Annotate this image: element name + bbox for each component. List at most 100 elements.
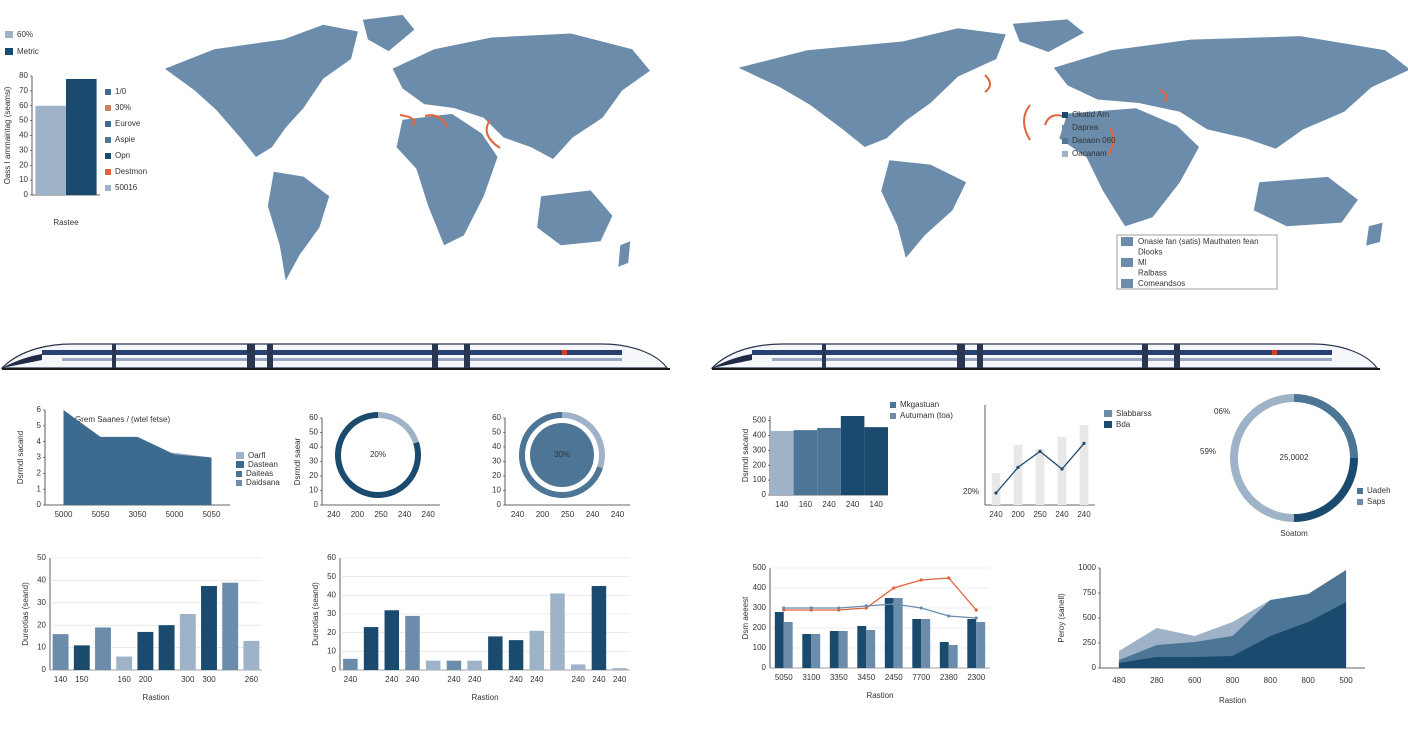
bar (52, 634, 69, 670)
bar (948, 645, 958, 668)
point (919, 606, 923, 610)
x-tick-label: 250 (374, 510, 388, 519)
y-tick-label: 40 (19, 131, 28, 140)
y-tick-label: 30 (37, 598, 46, 607)
y-tick-label: 20 (492, 471, 501, 480)
legend-swatch (890, 413, 896, 419)
bar (1057, 437, 1067, 505)
y-tick-label: 10 (492, 486, 501, 495)
x-tick-label: 800 (1302, 676, 1316, 685)
y-tick-label: 250 (1083, 638, 1097, 647)
point (892, 602, 896, 606)
y-tick-label: 60 (492, 413, 501, 422)
legend-label: Oacanam (1072, 149, 1107, 158)
x-tick-label: 500 (1339, 676, 1353, 685)
x-tick-label: 240 (611, 510, 625, 519)
x-tick-label: 280 (1150, 676, 1164, 685)
legend-label: Aspie (115, 135, 136, 144)
bar (991, 473, 1001, 505)
x-tick-label: 800 (1264, 676, 1278, 685)
y-tick-label: 10 (19, 175, 28, 184)
point (974, 608, 978, 612)
x-tick-label: 160 (799, 500, 813, 509)
x-axis-label: Rastee (53, 218, 79, 227)
x-tick-label: 5050 (203, 510, 221, 519)
y-tick-label: 10 (327, 646, 336, 655)
donut-segment (1293, 457, 1358, 522)
y-tick-label: 300 (753, 445, 767, 454)
y-tick-label: 0 (314, 500, 319, 509)
legend-swatch (5, 48, 13, 55)
legend-swatch (1062, 138, 1068, 144)
point (974, 616, 978, 620)
bar (405, 615, 420, 670)
bar (343, 658, 358, 670)
bar (770, 430, 794, 495)
y-tick-label: 20 (19, 160, 28, 169)
y-tick-label: 30 (327, 609, 336, 618)
x-tick-label: 240 (447, 675, 461, 684)
y-tick-label: 100 (753, 643, 767, 652)
x-tick-label: 5000 (55, 510, 73, 519)
legend-swatch (1121, 258, 1133, 267)
x-tick-label: 7700 (912, 673, 930, 682)
x-tick-label: 5050 (92, 510, 110, 519)
y-tick-label: 0 (497, 500, 502, 509)
legend-label: Daprea (1072, 123, 1099, 132)
x-tick-label: 240 (385, 675, 399, 684)
y-tick-label: 50 (37, 553, 46, 562)
x-tick-label: 3450 (857, 673, 875, 682)
train-left (1, 343, 671, 371)
y-tick-label: 50 (309, 428, 318, 437)
x-tick-label: 240 (822, 500, 836, 509)
bar (550, 593, 565, 670)
x-tick-label: 200 (139, 675, 153, 684)
x-tick-label: 240 (846, 500, 860, 509)
x-tick-label: 250 (1033, 510, 1047, 519)
x-tick-label: 2380 (940, 673, 958, 682)
legend-swatch (1104, 410, 1112, 417)
bar (840, 416, 865, 495)
y-tick-label: 50 (327, 572, 336, 581)
line (783, 603, 977, 619)
y-tick-label: 6 (37, 405, 42, 414)
bar (446, 660, 462, 670)
bar (116, 656, 133, 670)
y-tick-label: 5 (37, 421, 42, 430)
x-tick-label: 240 (1055, 510, 1069, 519)
legend-swatch (105, 137, 111, 143)
legend-label: Dlooks (1138, 248, 1162, 257)
y-tick-label: 40 (37, 576, 46, 585)
y-axis-label: Dsrmdl sacand (16, 431, 25, 484)
world-map-left (164, 14, 650, 281)
point (1038, 449, 1042, 453)
bar (921, 619, 931, 668)
x-tick-label: 240 (468, 675, 482, 684)
y-tick-label: 60 (19, 101, 28, 110)
x-tick-label: 3100 (802, 673, 820, 682)
bar (384, 610, 400, 670)
x-tick-label: 250 (561, 510, 575, 519)
legend-swatch (5, 31, 13, 38)
y-tick-label: 0 (24, 190, 29, 199)
y-tick-label: 20 (327, 628, 336, 637)
x-axis-label: Rastion (142, 693, 169, 702)
donut-segment (1230, 394, 1295, 522)
y-tick-label: 10 (37, 643, 46, 652)
y-tick-label: 4 (37, 437, 42, 446)
y-tick-label: 30 (19, 145, 28, 154)
bar (529, 630, 545, 670)
legend-label: Daiteas (246, 469, 273, 478)
bar (783, 622, 793, 668)
y-tick-label: 0 (1092, 663, 1097, 672)
legend-swatch (105, 169, 111, 175)
y-tick-label: 0 (42, 665, 47, 674)
y-tick-label: 20 (37, 620, 46, 629)
bar (95, 627, 111, 670)
donut-segment (519, 412, 603, 498)
point (947, 614, 951, 618)
x-tick-label: 240 (511, 510, 525, 519)
legend-swatch (105, 185, 111, 191)
y-tick-label: 500 (1083, 613, 1097, 622)
legend-swatch (1357, 499, 1363, 505)
